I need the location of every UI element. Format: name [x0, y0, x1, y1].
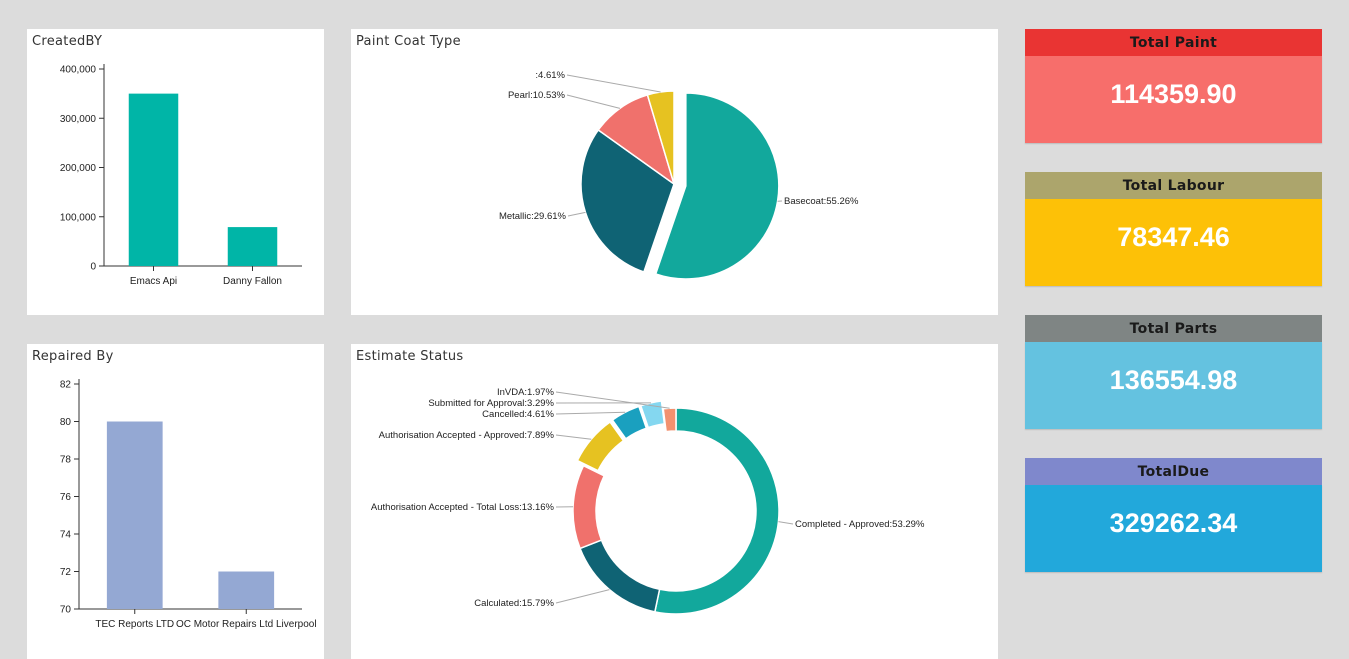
pie-label: Pearl:10.53% [508, 90, 566, 101]
y-tick-label: 70 [60, 605, 72, 616]
bar [106, 421, 163, 609]
kpi-label: Total Labour [1025, 172, 1322, 199]
bar [128, 93, 179, 266]
pie-label: Calculated:15.79% [474, 598, 554, 609]
x-tick-label: Emacs Api [130, 276, 177, 287]
kpi-value: 114359.90 [1025, 56, 1322, 143]
bar [218, 571, 275, 609]
pie-slice [580, 128, 675, 273]
pie-label: Completed - Approved:53.29% [795, 519, 925, 530]
paint-coat-panel: Paint Coat Type Basecoat:55.26% Metallic:… [351, 29, 998, 315]
x-tick-label: Danny Fallon [223, 276, 282, 287]
kpi-total-paint: Total Paint 114359.90 [1025, 29, 1322, 143]
y-tick-label: 0 [90, 262, 96, 273]
y-tick-label: 80 [60, 417, 72, 428]
pie-label: Metallic:29.61% [499, 211, 567, 222]
pie-slice [576, 420, 625, 472]
repaired-by-chart: 70 72 74 76 78 80 82 TEC Reports LTD OC Motor Re… [60, 379, 317, 630]
label-leader-line [555, 411, 626, 415]
label-leader-line [555, 589, 610, 604]
pie-label: Authorisation Accepted - Approved:7.89% [379, 430, 555, 441]
paint-coat-chart: Basecoat:55.26% Metallic:29.61% Pearl:10.5… [499, 70, 859, 280]
label-leader-line [566, 94, 621, 109]
y-tick-label: 76 [60, 492, 72, 503]
created-by-panel: CreatedBY 0 100,000 200,000 300,000 400,000 E… [27, 29, 324, 315]
pie-label: Authorisation Accepted - Total Loss:13.1… [371, 502, 555, 513]
pie-slice [653, 407, 780, 615]
pie-slice [579, 539, 661, 613]
label-leader-line [555, 391, 670, 409]
panel-title: CreatedBY [32, 34, 103, 49]
y-tick-label: 78 [60, 455, 72, 466]
y-tick-label: 74 [60, 530, 72, 541]
y-tick-label: 400,000 [60, 65, 97, 76]
y-tick-label: 100,000 [60, 212, 97, 223]
pie-label: Basecoat:55.26% [784, 196, 859, 207]
estimate-status-panel: Estimate Status Completed - Approved:53.… [351, 344, 998, 659]
label-leader-line [566, 74, 661, 93]
kpi-total-labour: Total Labour 78347.46 [1025, 172, 1322, 286]
kpi-label: TotalDue [1025, 458, 1322, 485]
repaired-by-panel: Repaired By 70 72 74 76 78 80 82 TEC Reports LT… [27, 344, 324, 659]
label-leader-line [778, 521, 794, 525]
kpi-value: 329262.34 [1025, 485, 1322, 572]
pie-slice [654, 92, 780, 280]
estimate-status-chart: Completed - Approved:53.29% Calculated:15… [371, 387, 925, 615]
pie-label: InVDA:1.97% [497, 387, 555, 398]
kpi-total-parts: Total Parts 136554.98 [1025, 315, 1322, 429]
pie-label: Submitted for Approval:3.29% [428, 398, 554, 409]
y-tick-label: 82 [60, 380, 72, 391]
pie-slice [646, 90, 675, 185]
panel-title: Estimate Status [356, 349, 464, 364]
x-tick-label: TEC Reports LTD [95, 619, 174, 630]
label-leader-line [555, 434, 592, 440]
kpi-value: 78347.46 [1025, 199, 1322, 286]
pie-label: :4.61% [535, 70, 565, 81]
y-tick-label: 300,000 [60, 114, 97, 125]
pie-slice [572, 464, 606, 550]
pie-slice [662, 407, 677, 433]
y-tick-label: 200,000 [60, 163, 97, 174]
kpi-label: Total Parts [1025, 315, 1322, 342]
created-by-chart: 0 100,000 200,000 300,000 400,000 Emacs Api Da… [60, 64, 302, 287]
panel-title: Repaired By [32, 349, 114, 364]
bar [227, 227, 278, 266]
kpi-value: 136554.98 [1025, 342, 1322, 429]
kpi-total-due: TotalDue 329262.34 [1025, 458, 1322, 572]
y-tick-label: 72 [60, 567, 72, 578]
pie-label: Cancelled:4.61% [482, 409, 554, 420]
kpi-label: Total Paint [1025, 29, 1322, 56]
label-leader-line [567, 211, 586, 217]
x-tick-label: OC Motor Repairs Ltd Liverpool [176, 619, 317, 630]
pie-slice [639, 400, 666, 429]
pie-slice [611, 405, 648, 440]
panel-title: Paint Coat Type [356, 34, 461, 49]
